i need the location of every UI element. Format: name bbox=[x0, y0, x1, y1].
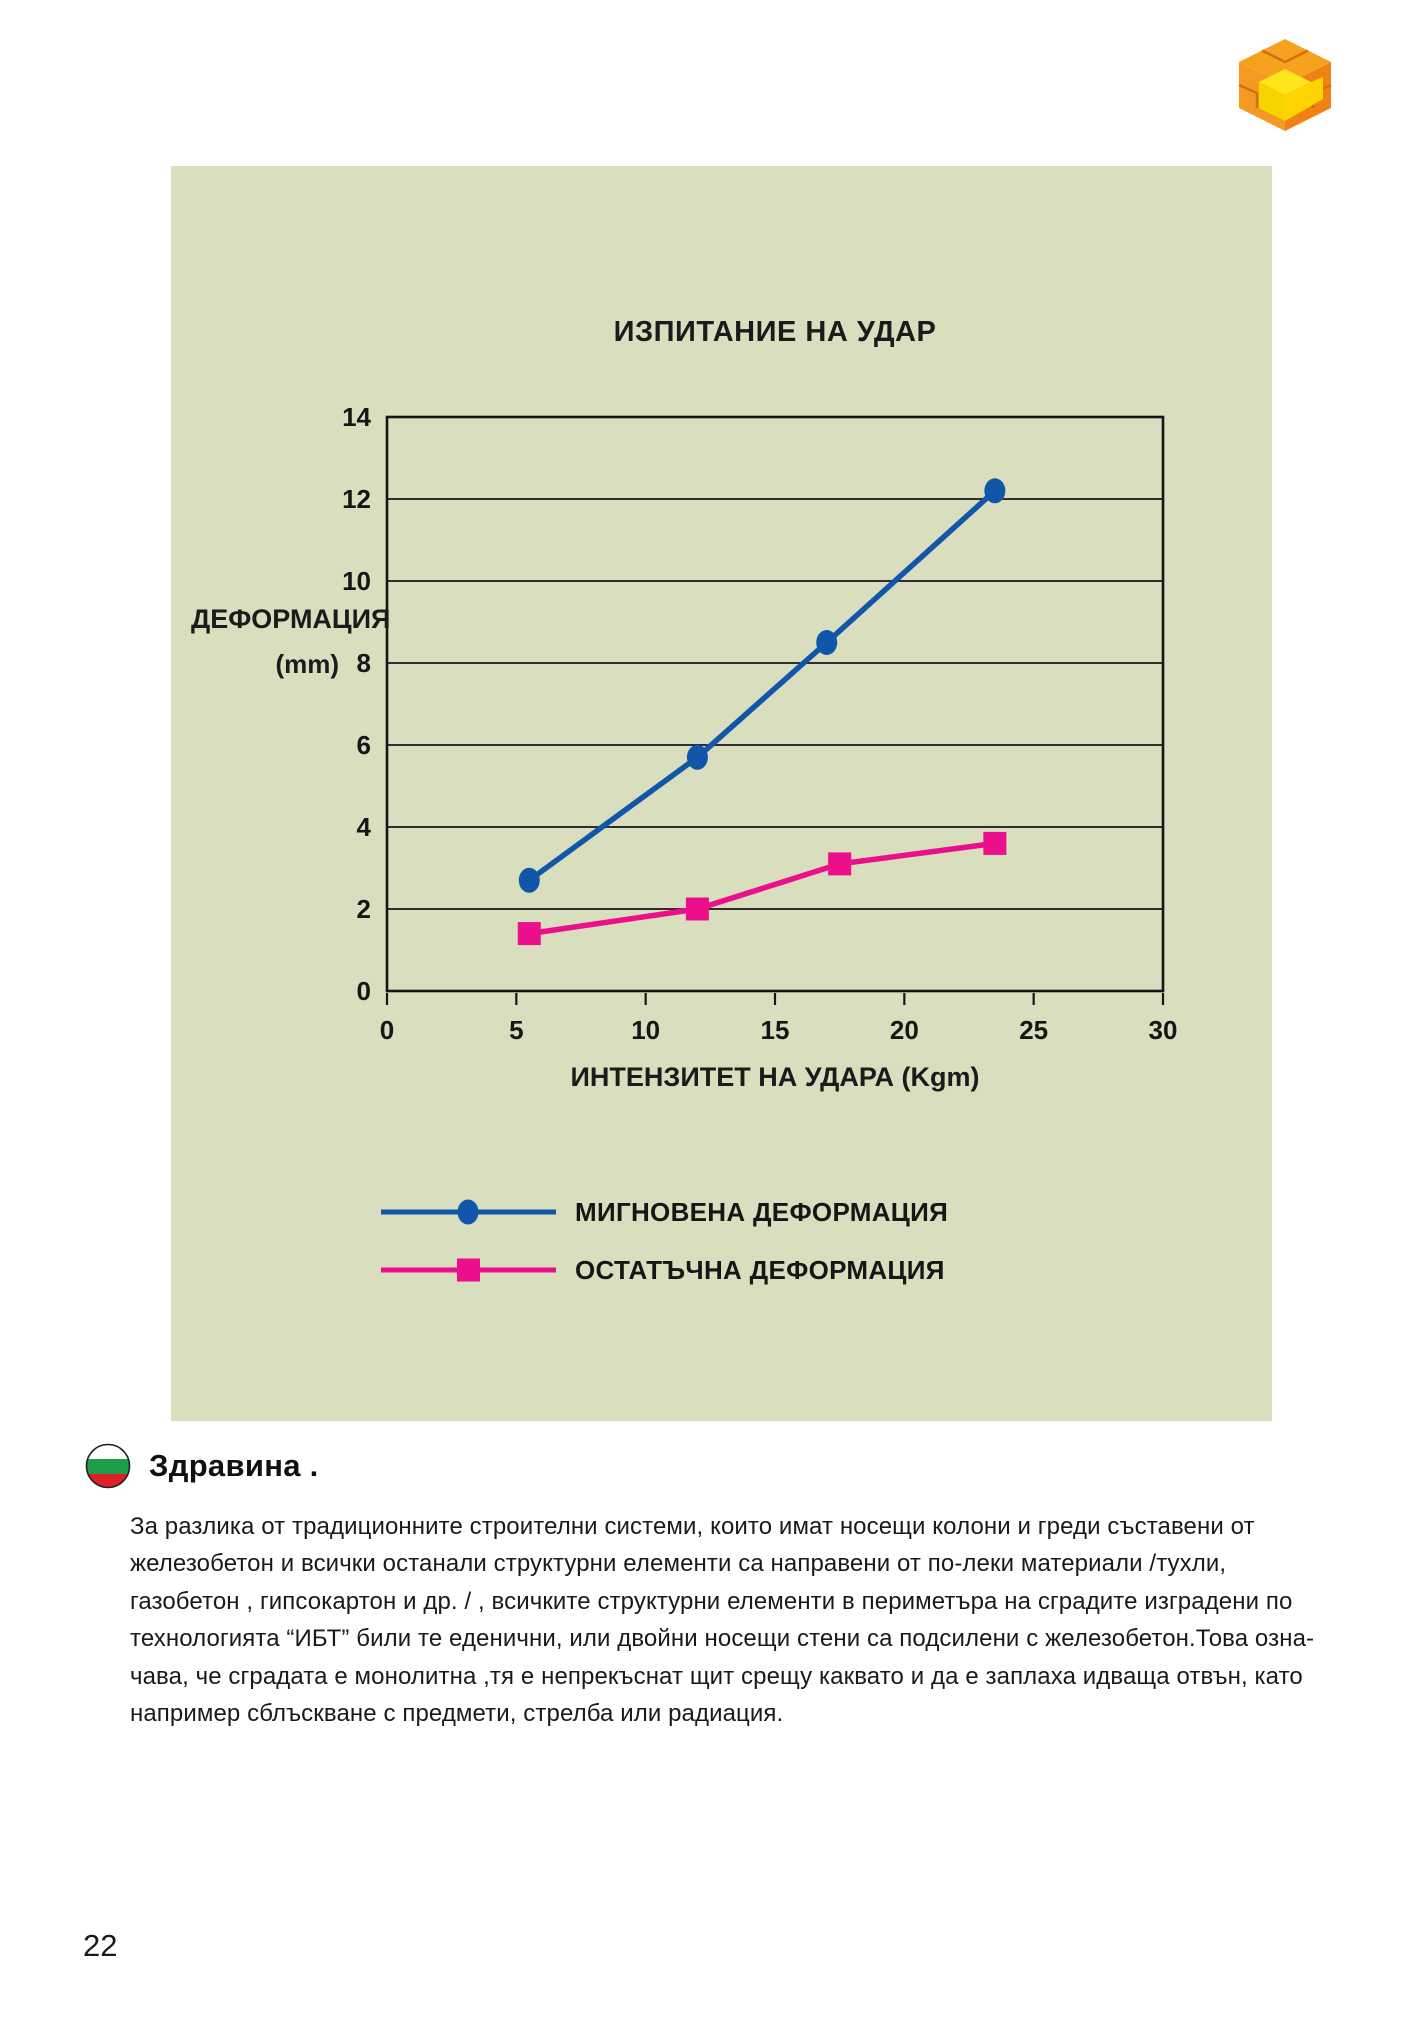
svg-text:15: 15 bbox=[761, 1015, 790, 1045]
svg-text:5: 5 bbox=[509, 1015, 523, 1045]
svg-text:12: 12 bbox=[342, 484, 371, 514]
svg-text:25: 25 bbox=[1019, 1015, 1048, 1045]
bulgaria-flag-icon bbox=[85, 1443, 131, 1489]
chart-title: ИЗПИТАНИЕ НА УДАР bbox=[613, 316, 937, 348]
section-heading: Здравина . bbox=[149, 1448, 319, 1483]
svg-text:30: 30 bbox=[1149, 1015, 1178, 1045]
body-line: чава, че сградата е монолитна ,тя е непр… bbox=[130, 1662, 1303, 1690]
svg-text:20: 20 bbox=[890, 1015, 919, 1045]
svg-text:10: 10 bbox=[631, 1015, 660, 1045]
body-line: технологията “ИБТ” били те еденични, или… bbox=[130, 1625, 1315, 1653]
body-text: За разлика от традиционните строителни с… bbox=[130, 1508, 1400, 1732]
svg-text:0: 0 bbox=[380, 1015, 394, 1045]
body-line: газобетон , гипсокартон и др. / , всички… bbox=[130, 1587, 1293, 1615]
body-line: железобетон и всички останали структурни… bbox=[130, 1550, 1227, 1578]
impact-test-line-chart: 0 5 10 15 20 25 30 0 2 4 6 8 10 12 14 bbox=[342, 402, 1178, 1045]
body-line: например сблъскване с предмети, стрелба … bbox=[130, 1700, 784, 1728]
legend-line-square-icon bbox=[381, 1255, 556, 1285]
section-header: Здравина . bbox=[85, 1443, 319, 1489]
legend-row-residual: ОСТАТЪЧНА ДЕФОРМАЦИЯ bbox=[381, 1241, 948, 1299]
page-number: 22 bbox=[83, 1928, 118, 1963]
svg-text:6: 6 bbox=[357, 730, 371, 760]
chart-panel: ИЗПИТАНИЕ НА УДАР 0 5 10 15 20 25 30 0 2 4 6 8 10 12 1… bbox=[171, 166, 1272, 1421]
svg-text:4: 4 bbox=[357, 812, 372, 842]
legend-line-circle-icon bbox=[381, 1197, 556, 1227]
svg-text:0: 0 bbox=[357, 976, 371, 1006]
legend-row-instant: МИГНОВЕНА ДЕФОРМАЦИЯ bbox=[381, 1183, 948, 1241]
puzzle-cube-logo-icon bbox=[1238, 39, 1332, 131]
y-axis-label: ДЕФОРМАЦИЯ bbox=[191, 604, 391, 634]
legend-label: ОСТАТЪЧНА ДЕФОРМАЦИЯ bbox=[575, 1254, 945, 1285]
svg-text:2: 2 bbox=[357, 894, 371, 924]
svg-text:8: 8 bbox=[357, 648, 371, 678]
chart-legend: МИГНОВЕНА ДЕФОРМАЦИЯ ОСТАТЪЧНА ДЕФОРМАЦИ… bbox=[381, 1183, 948, 1299]
body-line: За разлика от традиционните строителни с… bbox=[130, 1513, 1255, 1540]
legend-label: МИГНОВЕНА ДЕФОРМАЦИЯ bbox=[575, 1196, 949, 1227]
svg-text:14: 14 bbox=[342, 402, 371, 432]
svg-text:10: 10 bbox=[342, 566, 371, 596]
y-axis-units: (mm) bbox=[275, 649, 339, 679]
x-axis-label: ИНТЕНЗИТЕТ НА УДАРА (Kgm) bbox=[570, 1062, 980, 1092]
